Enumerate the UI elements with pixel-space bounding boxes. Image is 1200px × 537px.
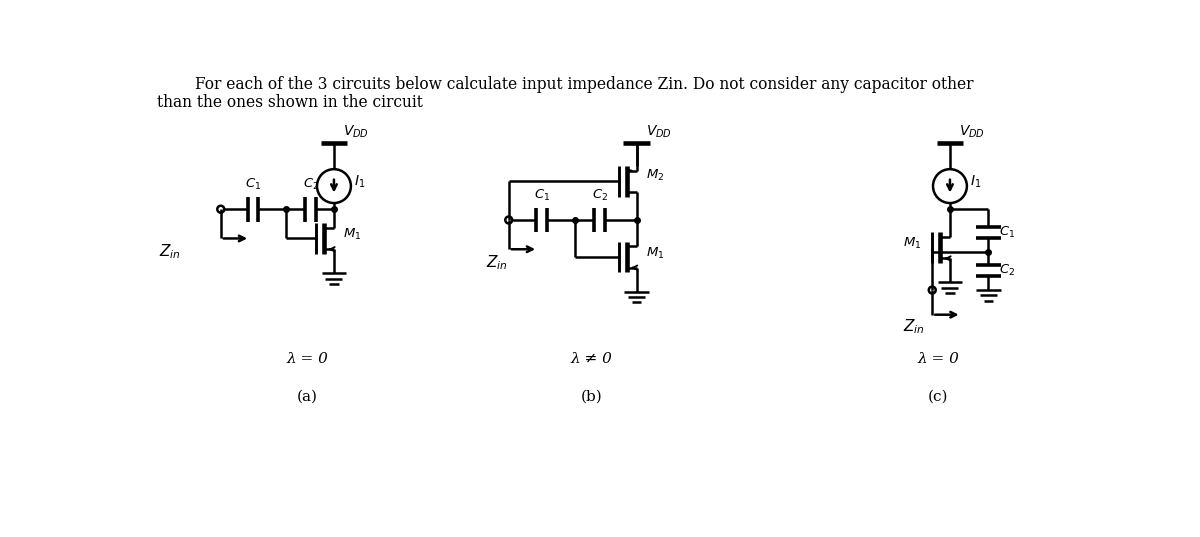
Text: $Z_{in}$: $Z_{in}$ xyxy=(160,242,181,261)
Text: (b): (b) xyxy=(581,390,602,404)
Text: $M_2$: $M_2$ xyxy=(646,168,664,183)
Text: $C_1$: $C_1$ xyxy=(245,177,262,192)
Text: $C_2$: $C_2$ xyxy=(592,188,607,203)
Text: λ ≠ 0: λ ≠ 0 xyxy=(571,352,613,366)
Text: $V_{DD}$: $V_{DD}$ xyxy=(343,124,370,140)
Text: λ = 0: λ = 0 xyxy=(918,352,959,366)
Text: $M_1$: $M_1$ xyxy=(646,245,665,260)
Text: $Z_{in}$: $Z_{in}$ xyxy=(902,317,925,336)
Text: $C_1$: $C_1$ xyxy=(534,188,550,203)
Text: $M_1$: $M_1$ xyxy=(343,227,361,242)
Text: $M_1$: $M_1$ xyxy=(902,236,922,251)
Text: λ = 0: λ = 0 xyxy=(286,352,328,366)
Text: $I_1$: $I_1$ xyxy=(354,174,365,191)
Text: (a): (a) xyxy=(296,390,318,404)
Text: (c): (c) xyxy=(928,390,949,404)
Text: $C_2$: $C_2$ xyxy=(1000,263,1015,278)
Text: $C_2$: $C_2$ xyxy=(302,177,319,192)
Text: $V_{DD}$: $V_{DD}$ xyxy=(959,124,985,140)
Text: For each of the 3 circuits below calculate input impedance Zin. Do not consider : For each of the 3 circuits below calcula… xyxy=(196,76,974,93)
Text: $I_1$: $I_1$ xyxy=(970,174,982,191)
Text: $V_{DD}$: $V_{DD}$ xyxy=(646,124,672,140)
Text: than the ones shown in the circuit: than the ones shown in the circuit xyxy=(157,95,422,112)
Text: $C_1$: $C_1$ xyxy=(1000,225,1015,240)
Text: $Z_{in}$: $Z_{in}$ xyxy=(486,253,508,272)
